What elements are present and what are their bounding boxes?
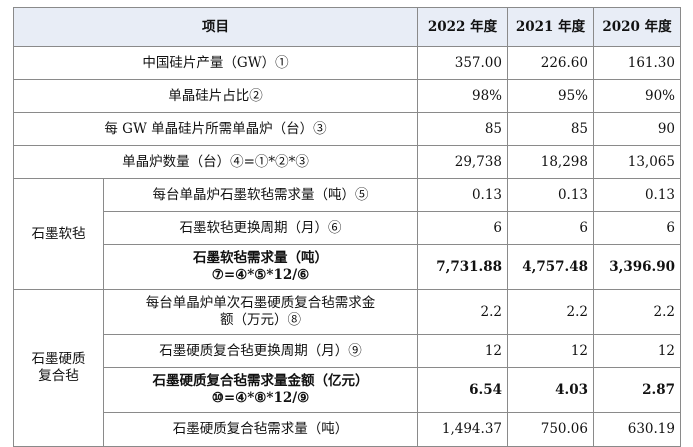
value-2022: 7,731.88 bbox=[417, 244, 508, 290]
row-label: 石墨软毡更换周期（月）⑥ bbox=[103, 211, 418, 245]
row-label: 每台单晶炉石墨软毡需求量（吨）⑤ bbox=[103, 178, 418, 212]
data-table: 项目 2022 年度 2021 年度 2020 年度 中国硅片产量（GW）① 3… bbox=[13, 7, 681, 447]
value-2021: 226.60 bbox=[507, 46, 594, 80]
value-2022: 12 bbox=[417, 334, 508, 368]
group-label-soft-felt: 石墨软毡 bbox=[13, 178, 104, 290]
value-2020: 6 bbox=[593, 211, 681, 245]
row-label-line2: ⑦=④*⑤*12/⑥ bbox=[211, 267, 310, 283]
table-row: 石墨硬质 复合毡 每台单晶炉单次石墨硬质复合毡需求金 额（万元）⑧ 2.2 2.… bbox=[13, 289, 681, 447]
header-item: 项目 bbox=[13, 7, 418, 47]
value-2020: 0.13 bbox=[593, 178, 681, 212]
row-label: 中国硅片产量（GW）① bbox=[13, 46, 418, 80]
row-label-line1: 石墨软毡需求量（吨） bbox=[193, 250, 328, 266]
row-label: 单晶炉数量（台）④=①*②*③ bbox=[13, 145, 418, 179]
table-row: 石墨硬质复合毡更换周期（月）⑨ 12 12 12 bbox=[14, 334, 681, 368]
header-2021: 2021 年度 bbox=[507, 7, 594, 47]
table-row: 单晶炉数量（台）④=①*②*③ 29,738 18,298 13,065 bbox=[13, 145, 681, 179]
header-2022: 2022 年度 bbox=[417, 7, 508, 47]
row-label: 每 GW 单晶硅片所需单晶炉（台）③ bbox=[13, 112, 418, 146]
table-row: 石墨软毡 每台单晶炉石墨软毡需求量（吨）⑤ 0.13 0.13 0.13 bbox=[13, 178, 681, 290]
value-2022: 2.2 bbox=[417, 289, 508, 335]
value-2021: 0.13 bbox=[507, 178, 594, 212]
value-2022: 98% bbox=[417, 79, 508, 113]
value-2020: 2.87 bbox=[593, 367, 681, 413]
value-2022: 357.00 bbox=[417, 46, 508, 80]
header-2020: 2020 年度 bbox=[593, 7, 681, 47]
row-label: 石墨硬质复合毡需求量（吨） bbox=[103, 412, 418, 447]
value-2022: 85 bbox=[417, 112, 508, 146]
value-2020: 630.19 bbox=[593, 412, 681, 447]
value-2021: 6 bbox=[507, 211, 594, 245]
table-row: 石墨硬质复合毡需求量（吨） 1,494.37 750.06 630.19 bbox=[14, 412, 681, 447]
value-2021: 2.2 bbox=[507, 289, 594, 335]
row-label-line2: 额（万元）⑧ bbox=[220, 312, 301, 328]
value-2020: 13,065 bbox=[593, 145, 681, 179]
value-2022: 1,494.37 bbox=[417, 412, 508, 447]
table-row: 石墨硬质复合毡需求量金额（亿元） ⑩=④*⑧*12/⑨ 6.54 4.03 2.… bbox=[14, 367, 681, 413]
value-2020: 90 bbox=[593, 112, 681, 146]
table-row: 中国硅片产量（GW）① 357.00 226.60 161.30 bbox=[13, 46, 681, 80]
value-2022: 6 bbox=[417, 211, 508, 245]
row-label: 石墨硬质复合毡需求量金额（亿元） ⑩=④*⑧*12/⑨ bbox=[103, 367, 418, 413]
value-2021: 85 bbox=[507, 112, 594, 146]
value-2021: 750.06 bbox=[507, 412, 594, 447]
header-row: 项目 2022 年度 2021 年度 2020 年度 bbox=[13, 7, 681, 47]
row-label-line1: 每台单晶炉单次石墨硬质复合毡需求金 bbox=[145, 295, 376, 311]
row-label: 单晶硅片占比② bbox=[13, 79, 418, 113]
group-label-line1: 石墨硬质 bbox=[31, 351, 86, 367]
value-2022: 29,738 bbox=[417, 145, 508, 179]
value-2020: 2.2 bbox=[593, 289, 681, 335]
group-label-hard-felt: 石墨硬质 复合毡 bbox=[13, 289, 104, 447]
row-label: 每台单晶炉单次石墨硬质复合毡需求金 额（万元）⑧ bbox=[103, 289, 418, 335]
row-label: 石墨硬质复合毡更换周期（月）⑨ bbox=[103, 334, 418, 368]
value-2022: 0.13 bbox=[417, 178, 508, 212]
value-2020: 3,396.90 bbox=[593, 244, 681, 290]
table-row: 石墨软毡更换周期（月）⑥ 6 6 6 bbox=[14, 211, 681, 245]
value-2021: 95% bbox=[507, 79, 594, 113]
row-label: 石墨软毡需求量（吨） ⑦=④*⑤*12/⑥ bbox=[103, 244, 418, 290]
value-2021: 12 bbox=[507, 334, 594, 368]
value-2021: 4.03 bbox=[507, 367, 594, 413]
table-row: 单晶硅片占比② 98% 95% 90% bbox=[13, 79, 681, 113]
value-2021: 18,298 bbox=[507, 145, 594, 179]
table-row: 每 GW 单晶硅片所需单晶炉（台）③ 85 85 90 bbox=[13, 112, 681, 146]
row-label-line1: 石墨硬质复合毡需求量金额（亿元） bbox=[152, 373, 369, 389]
value-2022: 6.54 bbox=[417, 367, 508, 413]
value-2020: 90% bbox=[593, 79, 681, 113]
row-label-line2: ⑩=④*⑧*12/⑨ bbox=[211, 390, 310, 406]
group-label-line2: 复合毡 bbox=[38, 368, 79, 384]
value-2020: 161.30 bbox=[593, 46, 681, 80]
table-row: 石墨软毡需求量（吨） ⑦=④*⑤*12/⑥ 7,731.88 4,757.48 … bbox=[14, 244, 681, 290]
value-2020: 12 bbox=[593, 334, 681, 368]
value-2021: 4,757.48 bbox=[507, 244, 594, 290]
